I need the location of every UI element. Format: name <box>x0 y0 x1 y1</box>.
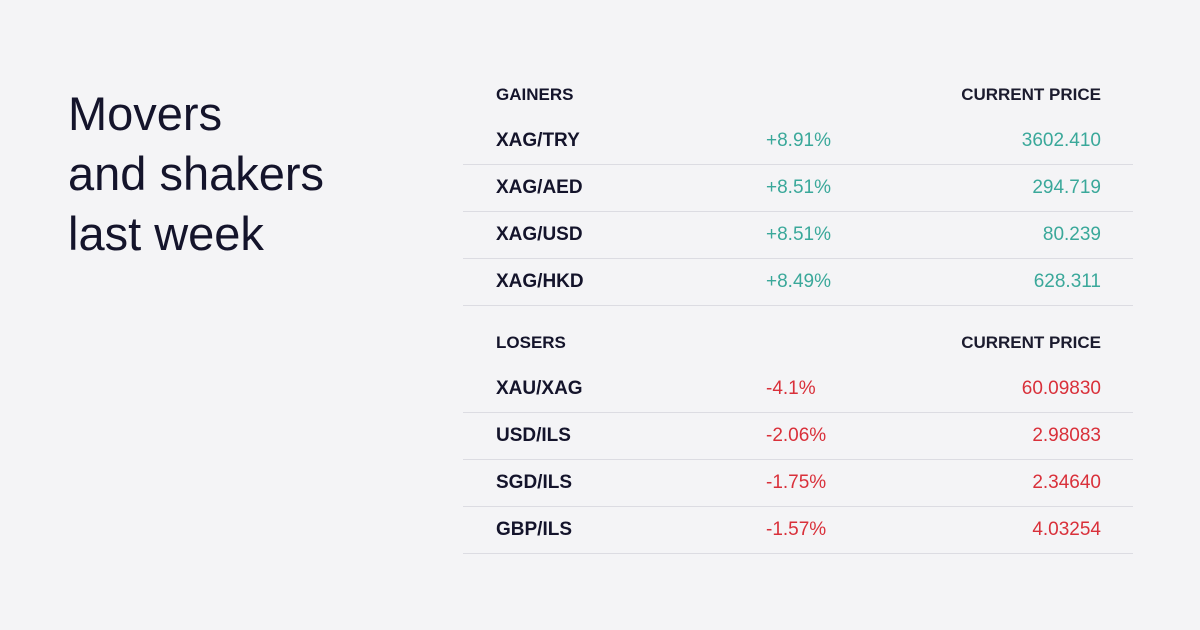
table-row: XAU/XAG -4.1% 60.09830 <box>463 366 1133 413</box>
table-section: GAINERS CURRENT PRICE XAG/TRY +8.91% 3602.41… <box>463 72 1133 306</box>
table-row: XAG/USD +8.51% 80.239 <box>463 212 1133 259</box>
table-header: GAINERS CURRENT PRICE <box>463 72 1133 118</box>
price: 628.311 <box>1033 271 1101 292</box>
section-label: LOSERS <box>496 333 566 352</box>
change: +8.51% <box>766 224 831 245</box>
pair: GBP/ILS <box>496 519 573 540</box>
table-section: LOSERS CURRENT PRICE XAU/XAG -4.1% 60.09830 U… <box>463 320 1133 554</box>
table-row: XAG/AED +8.51% 294.719 <box>463 165 1133 212</box>
change: -4.1% <box>766 378 816 399</box>
title-line: and shakers <box>68 147 325 200</box>
table-row: XAG/HKD +8.49% 628.311 <box>463 259 1133 306</box>
price: 80.239 <box>1042 224 1101 245</box>
table-row: XAG/TRY +8.91% 3602.410 <box>463 118 1133 165</box>
pair: USD/ILS <box>496 425 571 446</box>
change: +8.51% <box>766 177 831 198</box>
title: Movers and shakers last week <box>68 84 324 264</box>
change: -2.06% <box>766 425 827 446</box>
price: 294.719 <box>1032 177 1101 198</box>
price: 2.98083 <box>1032 425 1101 446</box>
pair: XAG/USD <box>496 224 583 245</box>
table-header: LOSERS CURRENT PRICE <box>463 320 1133 366</box>
change: +8.49% <box>766 271 831 292</box>
pair: XAG/AED <box>496 177 583 198</box>
table-row: GBP/ILS -1.57% 4.03254 <box>463 507 1133 554</box>
title-line: last week <box>68 207 264 260</box>
price: 60.09830 <box>1021 378 1101 399</box>
price-header: CURRENT PRICE <box>961 333 1101 352</box>
table-row: USD/ILS -2.06% 2.98083 <box>463 413 1133 460</box>
tables: GAINERS CURRENT PRICE XAG/TRY +8.91% 3602.41… <box>463 72 1133 568</box>
change: +8.91% <box>766 130 831 151</box>
pair: XAG/TRY <box>496 130 580 151</box>
table-row: SGD/ILS -1.75% 2.34640 <box>463 460 1133 507</box>
title-line: Movers <box>68 87 223 140</box>
section-label: GAINERS <box>496 85 574 104</box>
price-header: CURRENT PRICE <box>961 85 1101 104</box>
change: -1.75% <box>766 472 827 493</box>
pair: XAU/XAG <box>496 378 583 399</box>
pair: SGD/ILS <box>496 472 573 493</box>
price: 4.03254 <box>1032 519 1101 540</box>
change: -1.57% <box>766 519 827 540</box>
pair: XAG/HKD <box>496 271 584 292</box>
price: 2.34640 <box>1032 472 1101 493</box>
price: 3602.410 <box>1021 130 1101 151</box>
